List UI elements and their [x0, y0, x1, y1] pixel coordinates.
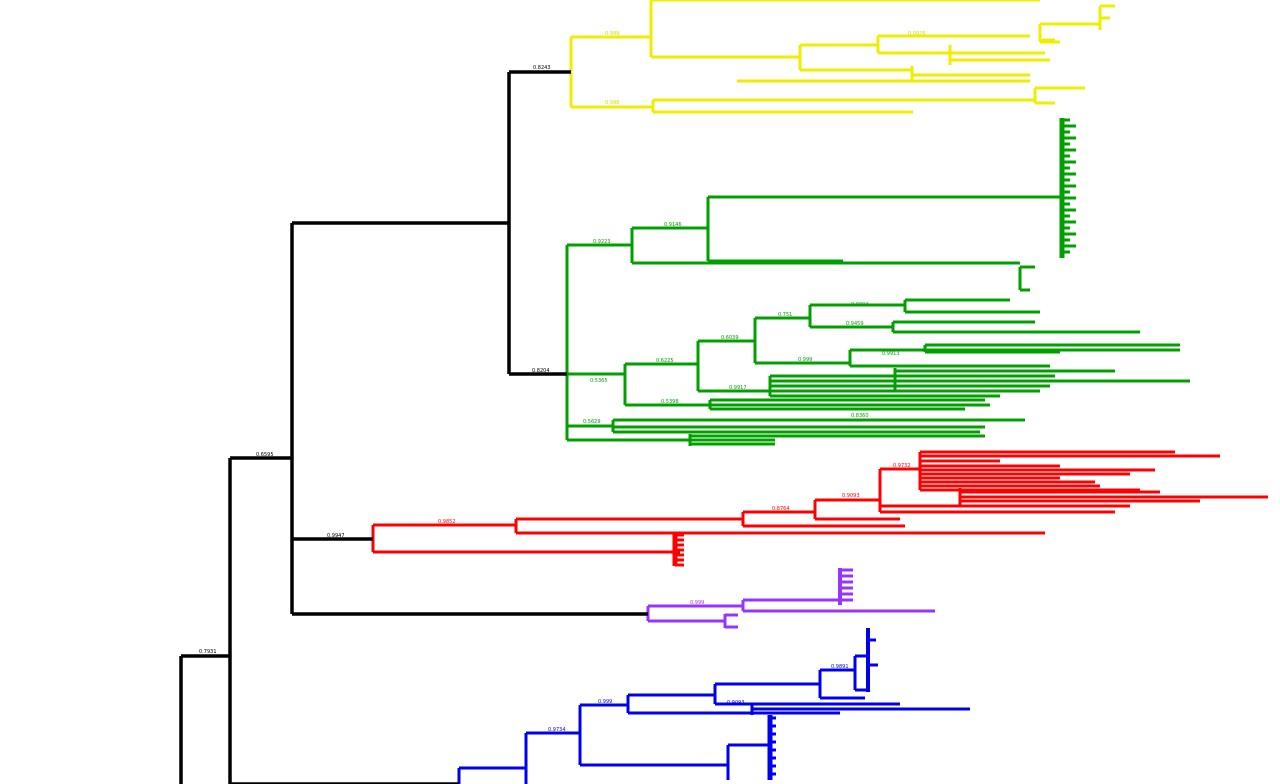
support-value: 0.9093	[842, 493, 860, 499]
support-value: 0.6039	[721, 335, 739, 341]
support-value: 0.8204	[532, 368, 550, 374]
support-value: 0.9913	[882, 351, 900, 357]
support-value: 0.9223	[593, 239, 611, 245]
support-value: 0.8360	[851, 413, 869, 419]
support-value: 0.9852	[438, 519, 456, 525]
support-value: 0.9146	[664, 222, 682, 228]
clade-red	[371, 450, 1268, 567]
support-labels: 0.7931 0.6595 0.9947 0.8243 0.8204 0.999 0.992…	[199, 31, 926, 733]
support-value: 0.5629	[583, 419, 601, 425]
support-value: 0.5398	[661, 399, 679, 405]
support-value: 0.9926	[908, 31, 926, 37]
clade-blue	[457, 628, 970, 784]
clade-purple	[646, 568, 935, 629]
support-value: 0.751	[778, 312, 792, 318]
support-value: 0.9947	[327, 533, 345, 539]
support-value: 0.9732	[893, 463, 911, 469]
support-value: 0.998	[605, 100, 619, 106]
support-value: 0.8764	[772, 506, 790, 512]
support-value: 0.8243	[533, 65, 551, 71]
support-value: 0.6225	[656, 358, 674, 364]
support-value: 0.999	[690, 600, 704, 606]
support-value: 0.6595	[256, 452, 274, 458]
support-value: 0.9734	[548, 727, 566, 733]
support-value: 0.999	[798, 357, 812, 363]
support-value: 0.9891	[831, 664, 849, 670]
support-value: 0.7931	[199, 649, 217, 655]
support-value: 0.9917	[729, 385, 747, 391]
backbone-branches	[179, 70, 648, 784]
clade-green	[565, 118, 1190, 446]
support-value: 0.999	[605, 31, 619, 37]
support-value: 0.9459	[846, 321, 864, 327]
support-value: 0.9093	[727, 700, 745, 706]
support-value: 0.999	[598, 699, 612, 705]
support-value: 0.9994	[851, 302, 869, 308]
clade-yellow	[569, 0, 1115, 114]
support-value: 0.5365	[590, 378, 608, 384]
